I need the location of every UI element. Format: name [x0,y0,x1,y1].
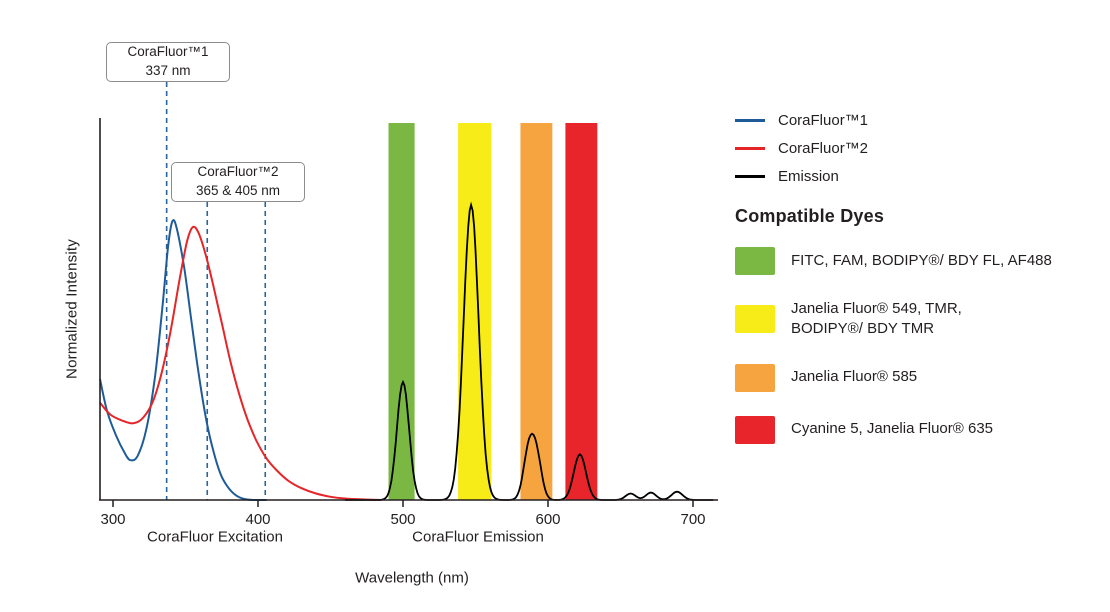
excitation-group-label: CoraFluor Excitation [147,528,283,546]
filter-band-orange [520,123,553,500]
x-tick-label: 600 [535,511,560,528]
legend-item-emission: Emission [735,162,1075,190]
legend-label: Emission [778,167,839,185]
dye-swatch-red [735,415,775,444]
legend: CoraFluor™1 CoraFluor™2 Emission [735,106,1075,190]
dye-swatch-orange [735,363,775,392]
filter-band-yellow [458,123,492,500]
dye-label: Janelia Fluor® 549, TMR, BODIPY®/ BDY TM… [791,300,962,338]
compatible-dyes-heading: Compatible Dyes [735,206,885,226]
dye-item-yellow: Janelia Fluor® 549, TMR, BODIPY®/ BDY TM… [735,299,1075,340]
legend-item-corafluor2: CoraFluor™2 [735,134,1075,162]
callout-corafluor2-365-405nm: CoraFluor™2 365 & 405 nm [171,162,305,202]
x-tick-label: 400 [245,511,270,528]
excitation-curve-CoraFluor™1 [99,219,267,502]
x-tick-label: 300 [100,511,125,528]
dye-item-red: Cyanine 5, Janelia Fluor® 635 [735,415,1075,444]
x-tick-label: 700 [680,511,705,528]
compatible-dyes-list: FITC, FAM, BODIPY®/ BDY FL, AF488 Janeli… [735,247,1075,444]
callout-corafluor1-337nm: CoraFluor™1 337 nm [106,42,230,82]
y-axis-label: Normalized Intensity [63,239,81,379]
x-tick-label: 500 [390,511,415,528]
dye-swatch-yellow [735,305,775,334]
emission-curve [345,201,714,501]
excitation-curve-CoraFluor™2 [99,225,382,501]
legend-line-blue [735,118,765,122]
x-axis-label: Wavelength (nm) [355,569,469,587]
dye-label: FITC, FAM, BODIPY®/ BDY FL, AF488 [791,251,1052,269]
dye-item-green: FITC, FAM, BODIPY®/ BDY FL, AF488 [735,247,1075,275]
legend-label: CoraFluor™2 [778,139,869,157]
filter-band-red [565,123,598,500]
legend-line-black [735,174,765,178]
right-panel: CoraFluor™1 CoraFluor™2 Emission Compati… [735,106,1075,444]
dye-label: Janelia Fluor® 585 [791,368,918,386]
dye-item-orange: Janelia Fluor® 585 [735,363,1075,392]
legend-line-red [735,146,765,150]
legend-label: CoraFluor™1 [778,111,869,129]
legend-item-corafluor1: CoraFluor™1 [735,106,1075,134]
emission-group-label: CoraFluor Emission [412,528,544,546]
dye-swatch-green [735,247,775,275]
dye-label: Cyanine 5, Janelia Fluor® 635 [791,420,994,438]
